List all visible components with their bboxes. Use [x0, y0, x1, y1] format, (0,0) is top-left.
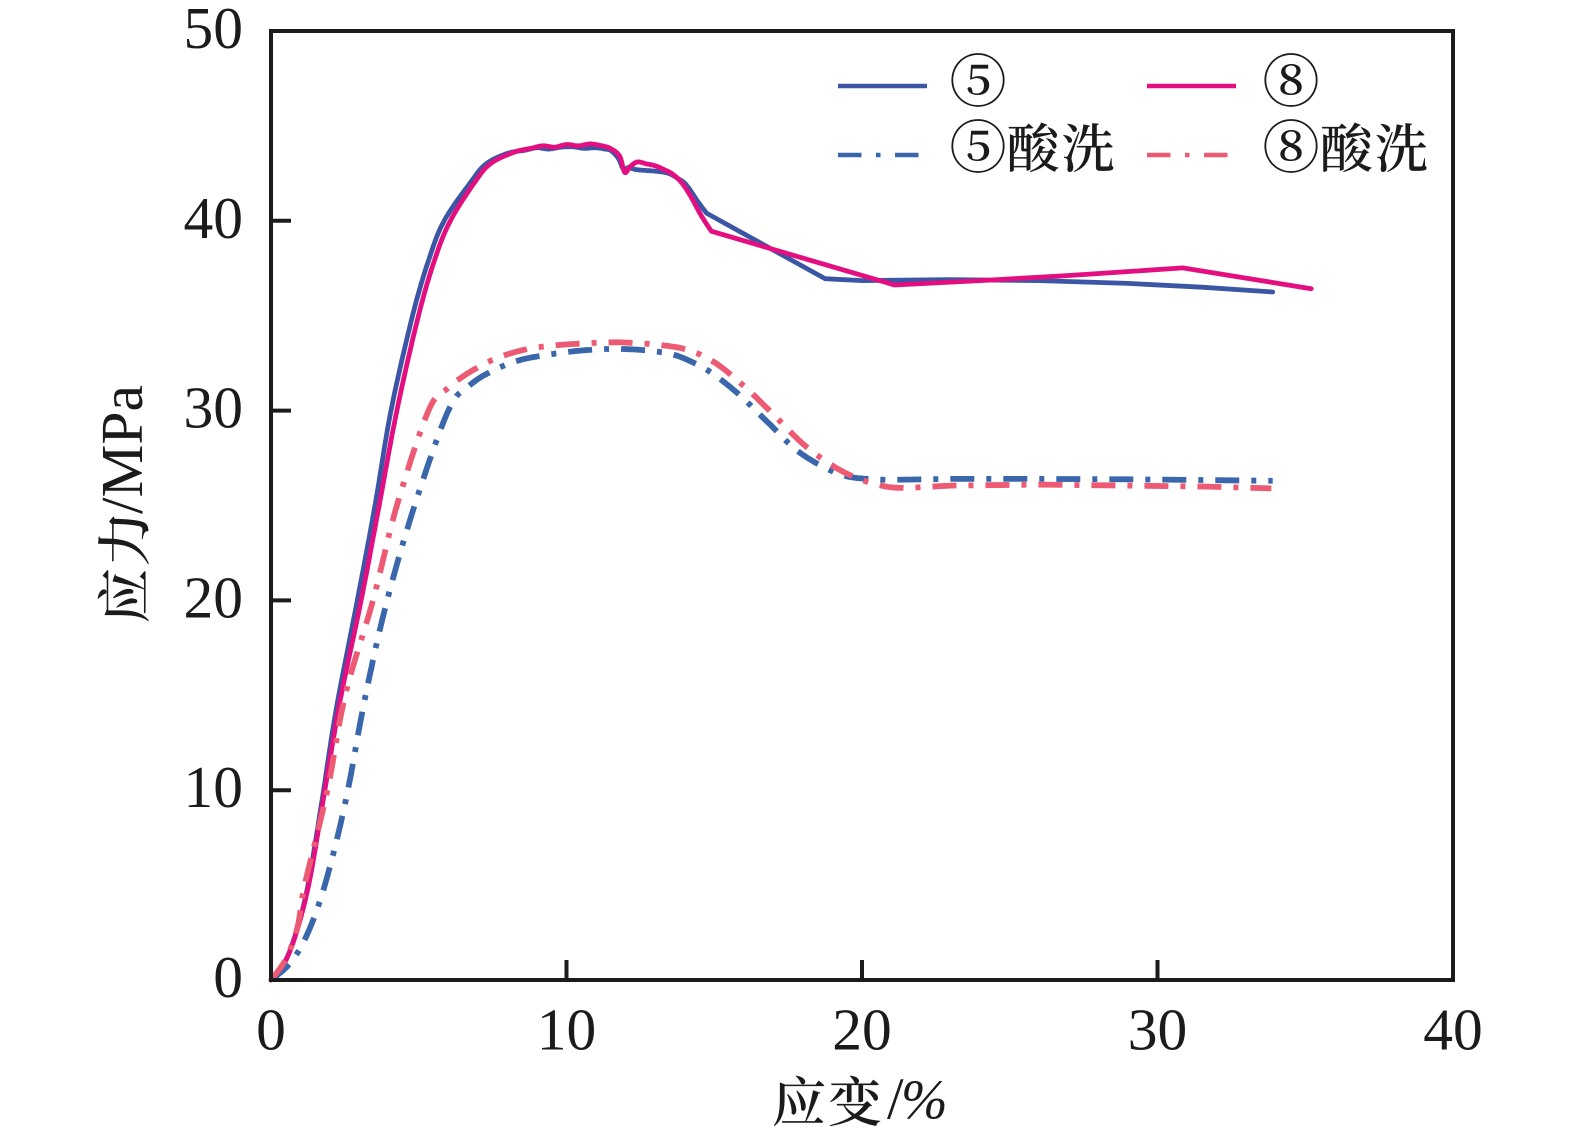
svg-text:40: 40 [184, 185, 244, 251]
svg-text:/: / [887, 1066, 904, 1132]
svg-text:/MPa: /MPa [89, 385, 155, 514]
svg-text:%: % [901, 1070, 948, 1132]
svg-text:20: 20 [832, 997, 892, 1063]
svg-text:10: 10 [537, 997, 597, 1063]
svg-text:0: 0 [213, 944, 243, 1010]
svg-text:30: 30 [184, 375, 244, 441]
svg-text:40: 40 [1423, 997, 1483, 1063]
svg-text:10: 10 [184, 754, 244, 820]
svg-text:20: 20 [184, 564, 244, 630]
svg-text:50: 50 [184, 0, 244, 61]
svg-text:0: 0 [256, 997, 286, 1063]
svg-text:30: 30 [1128, 997, 1188, 1063]
